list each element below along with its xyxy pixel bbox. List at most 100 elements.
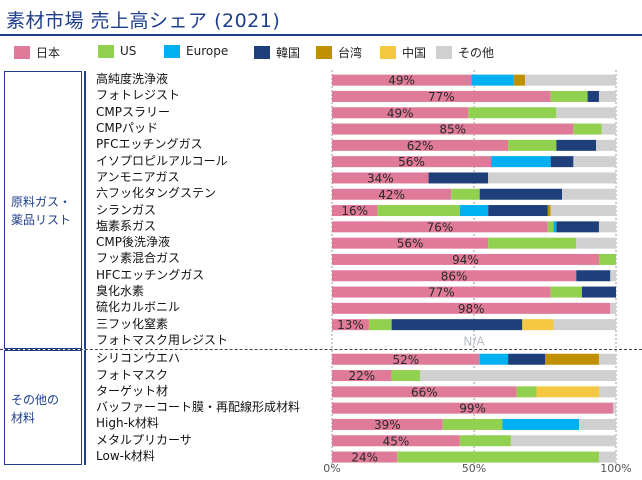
bar-segment (368, 319, 392, 331)
bar-value-label: 86% (441, 269, 468, 283)
group-bracket-0 (84, 71, 86, 350)
bar-segment (332, 90, 551, 102)
bar-segment (428, 172, 489, 184)
bar-segment (553, 319, 616, 331)
group-box-0: 原料ガス・ 薬品リスト (4, 71, 82, 350)
row-label: Low-k材料 (96, 449, 155, 464)
bar-segment (332, 123, 574, 135)
bar-segment (613, 402, 616, 414)
x-tick-label: 50% (462, 462, 486, 475)
bar-segment (488, 237, 577, 249)
bar-segment (547, 221, 554, 233)
group-bracket-1 (84, 350, 86, 466)
bar-segment (587, 90, 599, 102)
bar-value-label: 56% (397, 237, 424, 251)
legend-item-3: 韓国 (254, 44, 300, 61)
bar-segment (459, 435, 511, 447)
bar-value-label: 42% (378, 188, 405, 202)
bar-segment (573, 123, 602, 135)
row-label: フォトマスク用レジスト (96, 332, 229, 347)
bar-segment (488, 172, 616, 184)
bar-value-label: 24% (351, 451, 378, 465)
bar-segment (488, 205, 548, 217)
bar-segment (459, 205, 489, 217)
bar-segment (513, 74, 526, 86)
legend-item-4: 台湾 (316, 44, 362, 61)
bar-segment (562, 188, 616, 200)
bar-segment (579, 418, 616, 430)
bar-segment (471, 74, 514, 86)
bar-segment (332, 270, 577, 282)
bar-value-label: 66% (411, 385, 438, 399)
bar-segment (576, 237, 616, 249)
bar-segment (397, 451, 599, 463)
bar-segment (601, 123, 616, 135)
bar-segment (581, 286, 616, 298)
bar-segment (598, 386, 616, 398)
bar-value-label: 39% (374, 418, 401, 432)
x-tick-label: 0% (323, 462, 340, 475)
bar-segment (377, 205, 460, 217)
bar-segment (525, 74, 616, 86)
row-label: CMPパッド (96, 121, 158, 136)
row-label: フォトレジスト (96, 88, 181, 103)
bar-value-label: 49% (388, 74, 415, 88)
bar-segment (556, 221, 599, 233)
legend-swatch (164, 44, 180, 58)
bar-value-label: 22% (348, 369, 375, 383)
bar-value-label: 99% (459, 402, 486, 416)
legend-label: 中国 (402, 46, 427, 60)
bar-segment (536, 386, 599, 398)
legend-swatch (436, 46, 452, 59)
bar-value-label: 94% (452, 253, 479, 267)
group-label-line: 原料ガス・ (11, 195, 72, 210)
legend-label: その他 (458, 46, 495, 60)
group-separator (0, 349, 642, 351)
bar-segment (332, 139, 509, 151)
bar-segment (391, 370, 421, 382)
bar-segment (610, 270, 616, 282)
bar-segment (332, 386, 517, 398)
row-label: アンモニアガス (96, 169, 180, 184)
bar-segment (550, 205, 616, 217)
bar-segment (598, 253, 616, 265)
bar-segment (491, 156, 551, 168)
bar-segment (442, 418, 503, 430)
bar-value-label: N/A (463, 334, 485, 348)
bar-segment (550, 90, 588, 102)
bar-segment (332, 435, 460, 447)
bar-segment (610, 302, 616, 314)
row-label: 六フッ化タングステン (96, 186, 217, 201)
bar-value-label: 85% (439, 123, 466, 137)
legend-label: 日本 (36, 46, 61, 60)
legend-swatch (254, 46, 270, 59)
bar-value-label: 34% (367, 171, 394, 185)
row-label: HFCエッチングガス (96, 267, 205, 282)
bar-segment (556, 139, 597, 151)
bar-segment (391, 319, 523, 331)
legend-item-0: 日本 (14, 44, 60, 61)
legend-label: 韓国 (276, 46, 301, 60)
bar-segment (332, 319, 369, 331)
row-label: 三フッ化窒素 (96, 316, 169, 331)
bar-segment (332, 172, 429, 184)
bar-value-label: 77% (428, 286, 455, 300)
bar-segment (332, 237, 489, 249)
row-label: シランガス (96, 202, 157, 217)
bar-value-label: 77% (428, 90, 455, 104)
bar-segment (502, 418, 580, 430)
bar-segment (573, 156, 616, 168)
bar-value-label: 76% (427, 220, 454, 234)
bar-segment (420, 370, 616, 382)
row-label: イソプロピルアルコール (96, 153, 228, 168)
row-label: 臭化水素 (96, 284, 145, 299)
bar-segment (516, 386, 537, 398)
bar-segment (332, 253, 599, 265)
legend-swatch (14, 46, 30, 59)
legend-swatch (98, 44, 114, 58)
bar-segment (468, 107, 557, 119)
bar-segment (598, 353, 616, 365)
bar-value-label: 62% (407, 139, 434, 153)
bar-segment (545, 353, 599, 365)
